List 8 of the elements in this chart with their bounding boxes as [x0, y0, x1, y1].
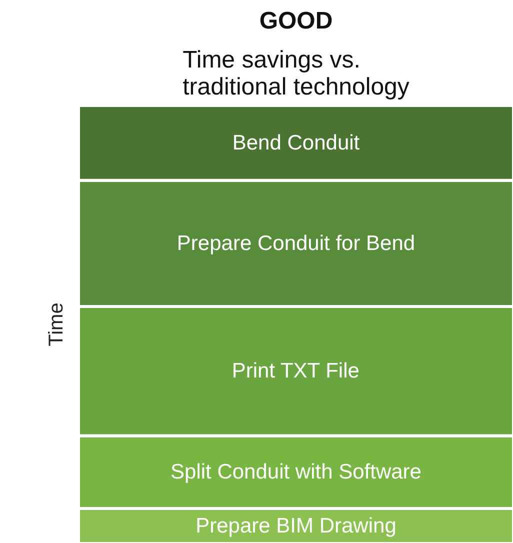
- series-label: Bend Conduit: [232, 131, 360, 154]
- chart-title: GOOD: [259, 8, 333, 34]
- series-label: Split Conduit with Software: [170, 460, 422, 484]
- series-label: Prepare Conduit for Bend: [176, 232, 416, 255]
- y-axis-title: Time: [46, 302, 68, 346]
- chart-subtitle: Time savings vs. traditional technology: [182, 46, 410, 100]
- series-label: Print TXT File: [232, 360, 360, 383]
- series-label: Prepare BIM Drawing: [196, 514, 396, 538]
